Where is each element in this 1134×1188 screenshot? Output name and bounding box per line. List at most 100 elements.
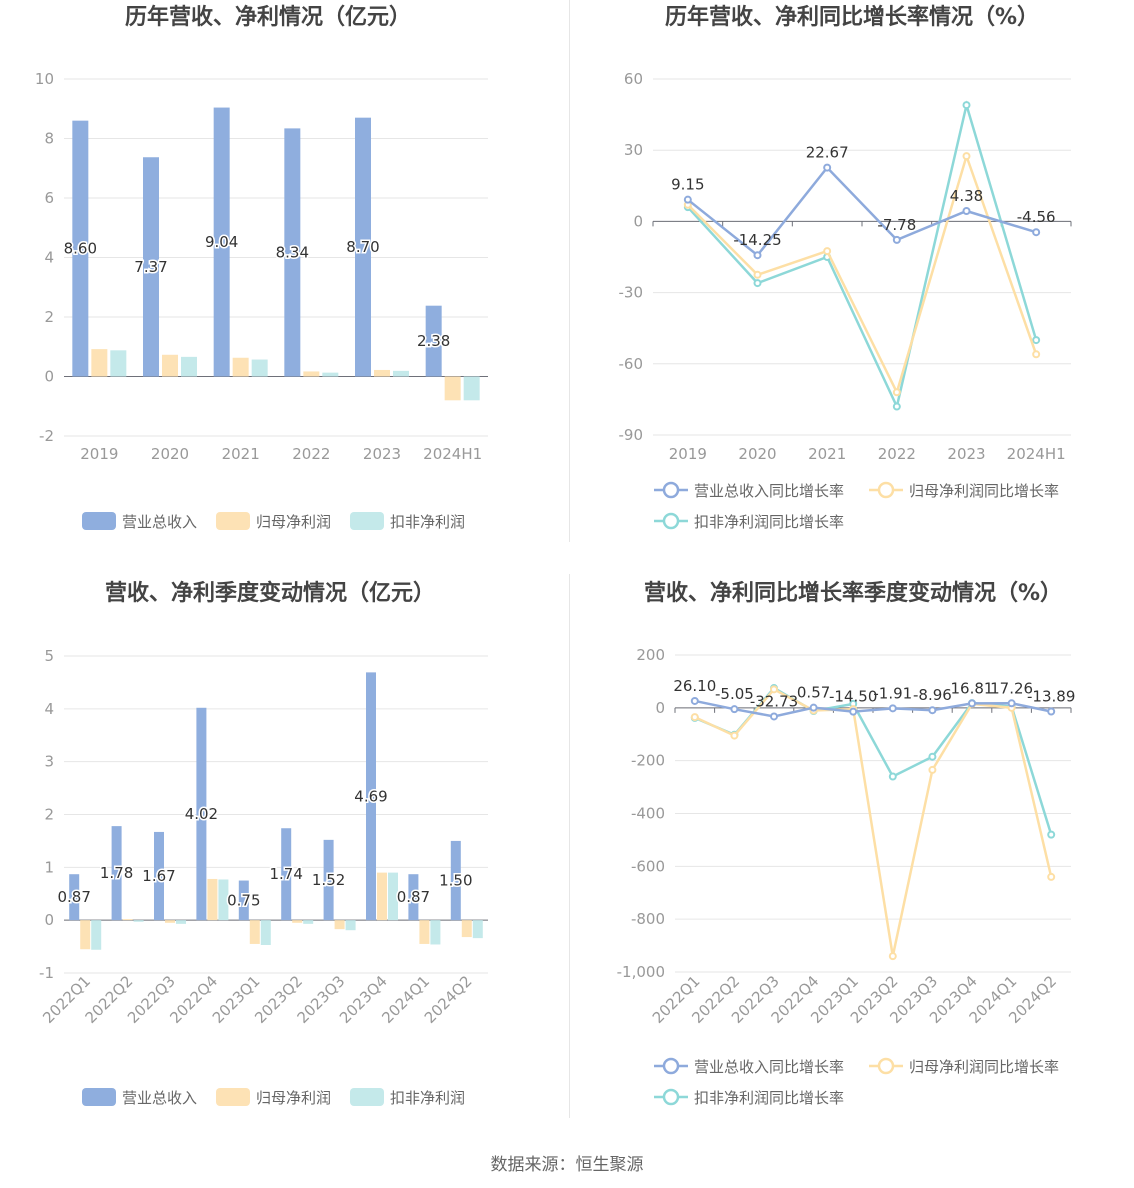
bar (91, 920, 102, 950)
legend-label: 扣非净利润同比增长率 (694, 1089, 844, 1107)
legend-marker (662, 481, 680, 499)
data-point (823, 247, 832, 256)
legend-label: 营业总收入同比增长率 (694, 482, 844, 500)
y-tick-label: 1 (44, 858, 54, 876)
x-tick-label: 2024H1 (423, 445, 482, 463)
bar (69, 874, 80, 921)
data-point (888, 704, 897, 713)
bar (292, 920, 303, 923)
bar (232, 357, 249, 377)
data-label: 9.15 (671, 176, 704, 194)
data-label: -4.56 (1017, 208, 1056, 226)
y-tick-label: -1,000 (617, 963, 665, 981)
top-divider (569, 0, 570, 542)
y-tick-label: 0 (44, 911, 54, 929)
data-label: 0.57 (797, 684, 830, 702)
bar (249, 920, 260, 944)
legend-label: 归母净利润 (256, 513, 331, 531)
data-point (690, 713, 699, 722)
data-label: 7.37 (134, 258, 167, 276)
y-tick-label: 0 (44, 368, 54, 386)
legend-label: 扣非净利润 (390, 1089, 465, 1107)
bar (393, 370, 409, 377)
data-point (770, 712, 778, 721)
data-label: 22.67 (806, 144, 849, 162)
bar (176, 920, 186, 924)
legend-label: 归母净利润 (256, 1089, 331, 1107)
data-point (753, 279, 762, 288)
chart-title: 历年营收、净利情况（亿元） (125, 4, 411, 30)
bar (425, 305, 442, 377)
legend-marker (662, 1088, 680, 1106)
data-label: -13.89 (1027, 688, 1075, 706)
bar (377, 872, 387, 921)
bar (463, 376, 480, 401)
data-label: -7.78 (877, 216, 916, 234)
bar (444, 376, 461, 401)
data-point (730, 731, 739, 740)
data-label: 8.70 (346, 238, 379, 256)
x-tick-label: 2019 (669, 445, 707, 463)
x-tick-label: 2023 (947, 445, 985, 463)
data-point (683, 195, 692, 204)
x-tick-label: 2019 (80, 445, 118, 463)
legend-label: 归母净利润同比增长率 (909, 1058, 1059, 1076)
series-line (687, 165, 1037, 257)
bar (472, 920, 483, 939)
bar (408, 874, 419, 921)
data-label: 2.38 (417, 332, 450, 350)
bar (322, 372, 339, 377)
bar (345, 920, 356, 931)
y-tick-label: -30 (619, 284, 644, 302)
bar (303, 371, 320, 377)
x-tick-label: 2024H1 (1007, 445, 1066, 463)
bar (281, 828, 292, 921)
y-tick-label: 10 (35, 70, 54, 88)
y-tick-label: 0 (655, 699, 665, 717)
quarterly-growth-rate-chart: 营收、净利同比增长率季度变动情况（%） 200 0 -200 -400 -600 -800 -… (617, 580, 1076, 1107)
chart-title: 营收、净利同比增长率季度变动情况（%） (644, 580, 1062, 606)
data-point (730, 705, 739, 714)
legend-label: 扣非净利润 (390, 513, 465, 531)
bar (366, 672, 376, 921)
bar (165, 920, 175, 923)
data-point (1047, 830, 1056, 839)
bar (323, 839, 334, 921)
x-tick-label: 2023 (363, 445, 401, 463)
data-point (892, 402, 901, 411)
bar (213, 107, 230, 377)
legend-swatch (82, 1088, 116, 1106)
data-point (962, 207, 971, 216)
data-label: -14.25 (733, 231, 781, 249)
data-label: 26.10 (673, 677, 716, 695)
y-tick-label: -800 (631, 910, 665, 928)
y-tick-label: -600 (631, 857, 665, 875)
y-tick-label: 30 (624, 141, 643, 159)
x-tick-label: 2022 (292, 445, 330, 463)
y-tick-label: 4 (44, 700, 54, 718)
legend-marker (662, 512, 680, 530)
data-label: 17.26 (990, 679, 1033, 697)
data-label: 0.87 (397, 888, 430, 906)
data-label: 8.34 (276, 243, 309, 261)
data-point (753, 270, 762, 279)
bar (218, 879, 229, 921)
series-line (694, 687, 1053, 957)
y-tick-label: 0 (633, 212, 643, 230)
legend-marker (662, 1057, 680, 1075)
bar (430, 920, 441, 945)
data-label: 4.69 (354, 787, 387, 805)
bar (374, 369, 390, 377)
data-label: 1.67 (142, 867, 175, 885)
bar (111, 826, 122, 921)
data-point (1032, 336, 1041, 345)
legend-swatch (216, 1088, 250, 1106)
annual-growth-rate-chart: 历年营收、净利同比增长率情况（%） 60 30 0 -30 -60 -90 2019 2020 2… (619, 4, 1072, 531)
series-line (686, 100, 1038, 411)
bar (133, 920, 144, 922)
data-label: -1.91 (873, 684, 912, 702)
chart-title: 历年营收、净利同比增长率情况（%） (665, 4, 1039, 30)
legend-label: 营业总收入 (122, 1089, 197, 1107)
data-label: -5.05 (715, 685, 754, 703)
y-tick-label: 2 (44, 806, 54, 824)
